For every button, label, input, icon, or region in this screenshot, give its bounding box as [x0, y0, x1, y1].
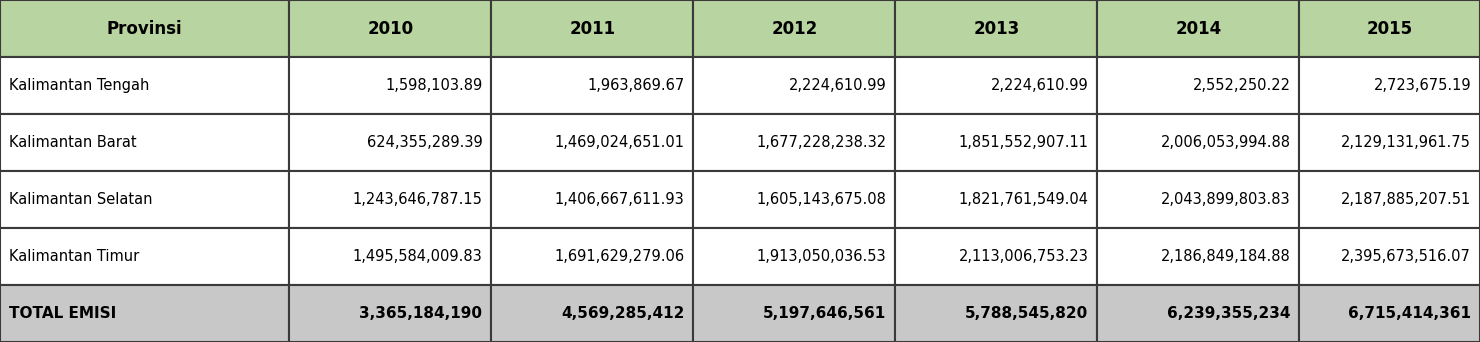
- Bar: [491, 228, 693, 285]
- Text: 2,113,006,753.23: 2,113,006,753.23: [959, 249, 1089, 264]
- Text: 3,365,184,190: 3,365,184,190: [360, 306, 482, 321]
- Bar: [895, 57, 1098, 114]
- Bar: [693, 228, 895, 285]
- Bar: [491, 0, 693, 57]
- Text: 1,821,761,549.04: 1,821,761,549.04: [959, 192, 1089, 207]
- Text: 5,197,646,561: 5,197,646,561: [764, 306, 887, 321]
- Bar: [290, 285, 491, 342]
- Text: 2,129,131,961.75: 2,129,131,961.75: [1341, 135, 1471, 150]
- Bar: [895, 171, 1098, 228]
- Bar: [1299, 171, 1480, 228]
- Text: 4,569,285,412: 4,569,285,412: [561, 306, 684, 321]
- Text: 2013: 2013: [974, 19, 1020, 38]
- Bar: [693, 0, 895, 57]
- Text: 1,913,050,036.53: 1,913,050,036.53: [756, 249, 887, 264]
- Bar: [0, 57, 290, 114]
- Bar: [491, 171, 693, 228]
- Bar: [290, 0, 491, 57]
- Bar: [1098, 114, 1299, 171]
- Text: TOTAL EMISI: TOTAL EMISI: [9, 306, 115, 321]
- Text: Kalimantan Barat: Kalimantan Barat: [9, 135, 136, 150]
- Bar: [0, 228, 290, 285]
- Bar: [1299, 57, 1480, 114]
- Bar: [693, 114, 895, 171]
- Bar: [290, 228, 491, 285]
- Bar: [290, 114, 491, 171]
- Bar: [0, 171, 290, 228]
- Text: 2,395,673,516.07: 2,395,673,516.07: [1341, 249, 1471, 264]
- Text: 1,691,629,279.06: 1,691,629,279.06: [555, 249, 684, 264]
- Text: 2010: 2010: [367, 19, 413, 38]
- Text: 1,469,024,651.01: 1,469,024,651.01: [555, 135, 684, 150]
- Text: 6,239,355,234: 6,239,355,234: [1168, 306, 1291, 321]
- Bar: [895, 228, 1098, 285]
- Text: 1,598,103.89: 1,598,103.89: [385, 78, 482, 93]
- Bar: [1098, 57, 1299, 114]
- Bar: [0, 114, 290, 171]
- Text: 1,851,552,907.11: 1,851,552,907.11: [959, 135, 1089, 150]
- Bar: [895, 0, 1098, 57]
- Text: 1,605,143,675.08: 1,605,143,675.08: [756, 192, 887, 207]
- Text: 2012: 2012: [771, 19, 817, 38]
- Text: 2,224,610.99: 2,224,610.99: [990, 78, 1089, 93]
- Bar: [491, 285, 693, 342]
- Text: 1,677,228,238.32: 1,677,228,238.32: [756, 135, 887, 150]
- Text: 2,552,250.22: 2,552,250.22: [1193, 78, 1291, 93]
- Bar: [895, 285, 1098, 342]
- Bar: [693, 57, 895, 114]
- Text: 624,355,289.39: 624,355,289.39: [367, 135, 482, 150]
- Text: 2015: 2015: [1366, 19, 1413, 38]
- Bar: [0, 285, 290, 342]
- Bar: [1299, 228, 1480, 285]
- Bar: [1098, 285, 1299, 342]
- Bar: [1098, 228, 1299, 285]
- Text: 2,186,849,184.88: 2,186,849,184.88: [1160, 249, 1291, 264]
- Bar: [491, 57, 693, 114]
- Text: 1,963,869.67: 1,963,869.67: [588, 78, 684, 93]
- Text: 2,187,885,207.51: 2,187,885,207.51: [1341, 192, 1471, 207]
- Bar: [1098, 171, 1299, 228]
- Bar: [895, 114, 1098, 171]
- Text: 2014: 2014: [1175, 19, 1221, 38]
- Text: 5,788,545,820: 5,788,545,820: [965, 306, 1089, 321]
- Bar: [491, 114, 693, 171]
- Text: 1,495,584,009.83: 1,495,584,009.83: [352, 249, 482, 264]
- Bar: [1299, 285, 1480, 342]
- Text: Kalimantan Timur: Kalimantan Timur: [9, 249, 139, 264]
- Text: Provinsi: Provinsi: [107, 19, 182, 38]
- Bar: [693, 285, 895, 342]
- Bar: [1299, 114, 1480, 171]
- Text: 2011: 2011: [570, 19, 616, 38]
- Text: Kalimantan Selatan: Kalimantan Selatan: [9, 192, 152, 207]
- Bar: [1098, 0, 1299, 57]
- Text: 2,043,899,803.83: 2,043,899,803.83: [1160, 192, 1291, 207]
- Bar: [290, 57, 491, 114]
- Bar: [290, 171, 491, 228]
- Bar: [1299, 0, 1480, 57]
- Text: 6,715,414,361: 6,715,414,361: [1348, 306, 1471, 321]
- Text: Kalimantan Tengah: Kalimantan Tengah: [9, 78, 149, 93]
- Bar: [0, 0, 290, 57]
- Text: 1,406,667,611.93: 1,406,667,611.93: [555, 192, 684, 207]
- Text: 2,224,610.99: 2,224,610.99: [789, 78, 887, 93]
- Text: 1,243,646,787.15: 1,243,646,787.15: [352, 192, 482, 207]
- Text: 2,723,675.19: 2,723,675.19: [1373, 78, 1471, 93]
- Bar: [693, 171, 895, 228]
- Text: 2,006,053,994.88: 2,006,053,994.88: [1160, 135, 1291, 150]
